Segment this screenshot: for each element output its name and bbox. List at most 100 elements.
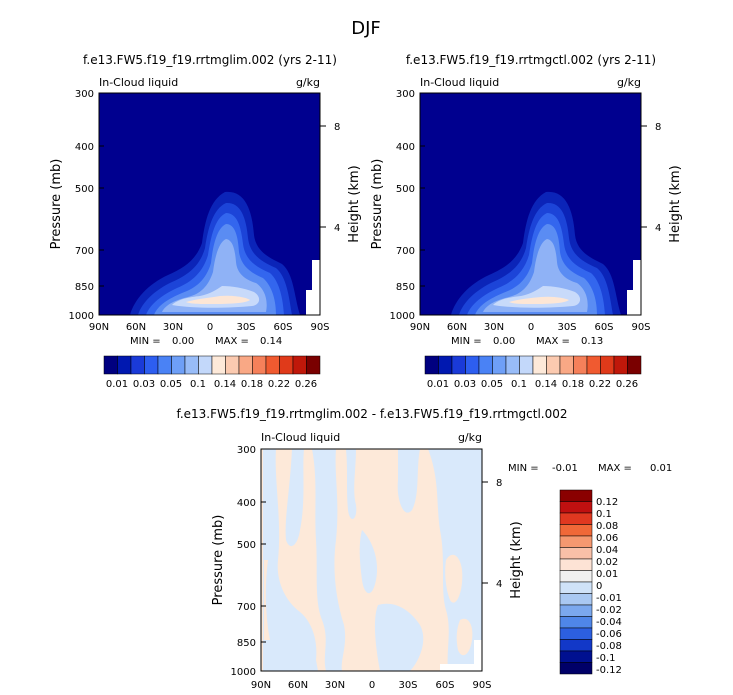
colorbar-label: 0.26 [616,379,638,390]
panel-c-units: g/kg [458,431,482,444]
colorbar-label: 0.01 [596,569,618,580]
panel-c-frame [260,448,483,672]
colorbar-swatch [519,355,534,375]
panel-c-topography [474,640,482,671]
colorbar-swatch [559,512,593,525]
panel-a-colorbar [103,355,321,375]
panel-c: f.e13.FW5.f19_f19.rrtmglim.002 - f.e13.F… [176,407,672,691]
panel-a-title: f.e13.FW5.f19_f19.rrtmglim.002 (yrs 2-11… [83,53,337,67]
colorbar-label: 0.03 [454,379,476,390]
panel-c-min-value: -0.01 [552,463,578,474]
x-tick-label: 60N [126,322,146,333]
colorbar-label: -0.06 [596,629,622,640]
colorbar-swatch [184,355,199,375]
panel-a-min-value: 0.00 [172,336,194,347]
colorbar-swatch [559,558,593,571]
colorbar-swatch [559,581,593,594]
panel-b-topography [627,290,637,315]
y-tick-label: 700 [396,246,415,257]
x-tick-label: 0 [369,680,375,691]
colorbar-swatch [559,524,593,537]
panel-c-min-label: MIN = [508,463,539,474]
panel-c-contour-positive [456,618,473,656]
colorbar-swatch [198,355,213,375]
panel-b-frame [419,92,642,316]
colorbar-label: 0.14 [214,379,236,390]
panel-a-topography [312,260,320,315]
colorbar-swatch [559,627,593,640]
colorbar-label: -0.04 [596,617,622,628]
colorbar-swatch [532,355,547,375]
panel-b-colorbar-labels: 0.01 0.03 0.05 0.1 0.14 0.18 0.22 0.26 [427,379,638,390]
colorbar-swatch [600,355,615,375]
colorbar-label: 0.02 [596,557,618,568]
x-tick-label: 90S [631,322,650,333]
y-tick-label: 850 [396,282,415,293]
colorbar-swatch [238,355,253,375]
y-tick-label: 400 [75,142,94,153]
panel-b-title: f.e13.FW5.f19_f19.rrtmgctl.002 (yrs 2-11… [406,53,656,67]
panel-a-variable: In-Cloud liquid [99,76,178,89]
colorbar-swatch [144,355,159,375]
colorbar-label: 0.05 [160,379,182,390]
colorbar-swatch [292,355,307,375]
x-tick-label: 90N [410,322,430,333]
panel-a-max-value: 0.14 [260,336,282,347]
panel-b-variable: In-Cloud liquid [420,76,499,89]
panel-c-contour-positive [445,554,463,603]
colorbar-swatch [157,355,172,375]
colorbar-swatch [130,355,145,375]
x-tick-label: 90N [251,680,271,691]
x-tick-label: 90S [472,680,491,691]
colorbar-label: -0.08 [596,641,622,652]
colorbar-label: 0.1 [596,509,612,520]
panel-a-ylabel: Pressure (mb) [49,159,64,250]
colorbar-swatch [265,355,280,375]
colorbar-swatch [559,604,593,617]
panel-a-frame [98,92,321,316]
colorbar-swatch [559,662,593,675]
panel-c-contour-negative [397,449,420,513]
panel-c-contour-negative [346,449,357,520]
panel-c-contour-negative [312,449,346,671]
colorbar-swatch [546,355,561,375]
colorbar-label: 0.08 [596,521,618,532]
x-tick-label: 30S [236,322,255,333]
panel-a-right-ticks: 8 4 [320,122,340,234]
panel-b-right-ticks: 8 4 [641,122,661,234]
x-tick-label: 60N [447,322,467,333]
colorbar-swatch [559,593,593,606]
colorbar-swatch [586,355,601,375]
y-tick-label: 300 [237,445,256,456]
panel-b-xticks: 90N 60N 30N 0 30S 60S 90S [410,322,651,333]
colorbar-swatch [559,535,593,548]
panel-a-xticks: 90N 60N 30N 0 30S 60S 90S [89,322,330,333]
colorbar-label: 0.04 [596,545,618,556]
panel-c-yticks: 300 400 500 700 850 1000 [231,445,266,678]
x-tick-label: 30S [398,680,417,691]
panel-c-right-ticks: 8 4 [482,478,502,590]
height-tick-label: 4 [334,223,340,234]
colorbar-swatch [559,489,593,502]
colorbar-label: 0.14 [535,379,557,390]
panel-b-units: g/kg [617,76,641,89]
colorbar-swatch [627,355,642,375]
panel-c-contour-negative [263,449,318,671]
y-tick-label: 700 [237,602,256,613]
panel-a: f.e13.FW5.f19_f19.rrtmglim.002 (yrs 2-11… [49,53,362,390]
panel-c-contour-negative [285,449,304,547]
panel-c-contour-positive [264,560,270,640]
y-tick-label: 400 [237,498,256,509]
colorbar-label: 0.18 [562,379,584,390]
panel-a-topography [306,290,316,315]
x-tick-label: 0 [528,322,534,333]
panel-c-ylabel: Pressure (mb) [211,515,226,606]
colorbar-label: 0.05 [481,379,503,390]
panel-b-ylabel: Pressure (mb) [370,159,385,250]
panel-b-contour-level [509,296,569,304]
colorbar-label: 0.1 [511,379,527,390]
colorbar-label: -0.02 [596,605,622,616]
panel-b-ylabel-right: Height (km) [668,165,683,242]
y-tick-label: 1000 [390,311,415,322]
